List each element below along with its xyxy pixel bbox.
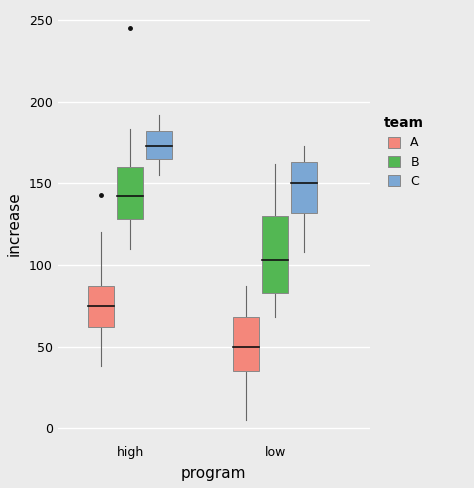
Legend: A, B, C: A, B, C: [376, 109, 431, 196]
Bar: [146, 131, 173, 159]
Bar: [117, 167, 143, 219]
Bar: [262, 216, 289, 293]
X-axis label: program: program: [181, 466, 246, 481]
Bar: [292, 162, 318, 213]
Y-axis label: increase: increase: [7, 192, 22, 257]
Bar: [88, 286, 114, 327]
Bar: [233, 317, 259, 371]
